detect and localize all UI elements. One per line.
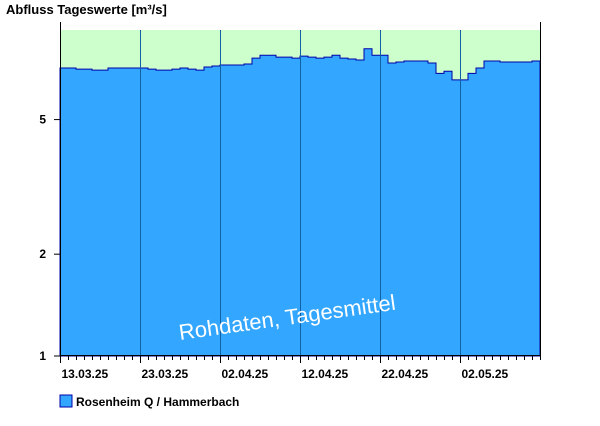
x-tick-label: 22.04.25: [382, 367, 429, 381]
x-tick-label: 23.03.25: [142, 367, 189, 381]
y-tick-label: 2: [39, 247, 46, 261]
chart-title: Abfluss Tageswerte [m³/s]: [6, 2, 167, 17]
legend-label: Rosenheim Q / Hammerbach: [76, 395, 239, 409]
y-tick-label: 1: [39, 349, 46, 363]
x-axis-ticks: 13.03.25 23.03.25 02.04.25 12.04.25 22.04.25…: [60, 356, 541, 381]
legend-swatch: [59, 394, 73, 408]
y-tick-label: 5: [39, 113, 46, 127]
x-tick-label: 13.03.25: [62, 367, 109, 381]
x-tick-label: 02.04.25: [222, 367, 269, 381]
x-tick-label: 12.04.25: [302, 367, 349, 381]
vertical-gridlines: [140, 30, 461, 356]
x-tick-label: 02.05.25: [462, 367, 509, 381]
y-axis-ticks: 1 2 5: [39, 113, 60, 363]
